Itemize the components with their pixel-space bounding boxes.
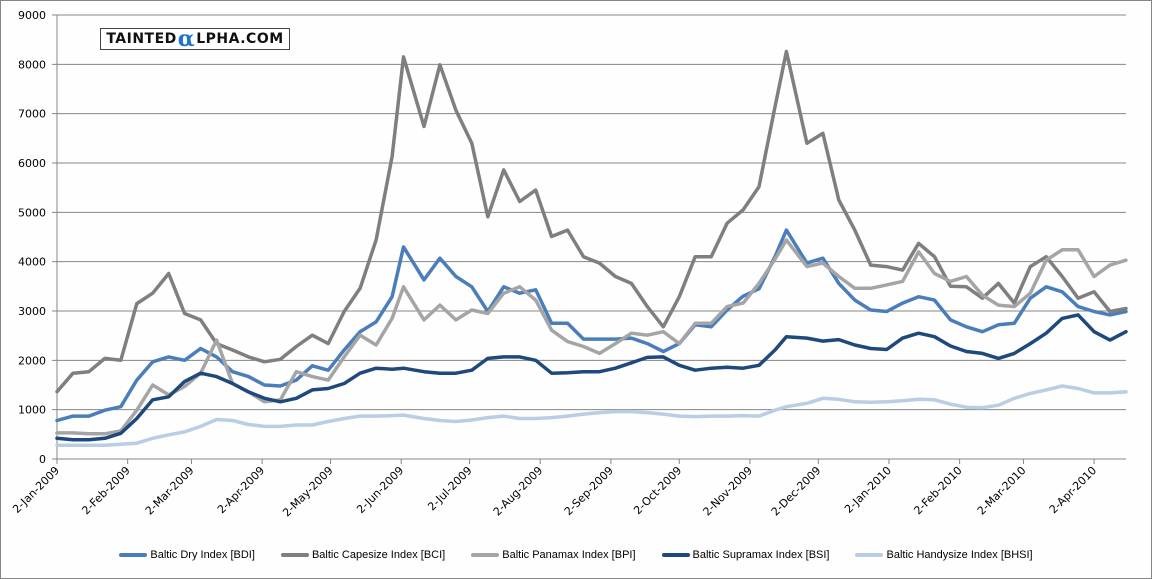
watermark-prefix: TAINTED <box>106 31 177 47</box>
legend-item: Baltic Capesize Index [BCI] <box>280 549 446 561</box>
x-tick-label: 2-Feb-2009 <box>79 464 132 517</box>
legend-item: Baltic Panamax Index [BPI] <box>471 549 636 561</box>
y-tick-label: 3000 <box>18 305 46 318</box>
x-tick-label: 2-Dec-2009 <box>769 464 824 519</box>
y-tick-label: 8000 <box>18 58 46 71</box>
y-tick-label: 9000 <box>18 9 46 22</box>
legend-item: Baltic Supramax Index [BSI] <box>661 549 830 561</box>
legend-swatch <box>119 553 148 557</box>
legend-item: Baltic Handysize Index [BHSI] <box>855 549 1033 561</box>
x-tick-label: 2-Mar-2009 <box>143 464 197 518</box>
x-tick-label: 2-Jan-2009 <box>10 464 62 516</box>
x-tick-label: 2-Mar-2010 <box>975 464 1029 518</box>
x-tick-label: 2-Sep-2009 <box>562 464 616 518</box>
y-tick-label: 5000 <box>18 206 46 219</box>
x-tick-label: 2-Apr-2010 <box>1047 464 1099 516</box>
legend-item: Baltic Dry Index [BDI] <box>119 549 255 561</box>
legend-label: Baltic Dry Index [BDI] <box>150 549 255 561</box>
x-tick-label: 2-Aug-2009 <box>491 464 546 519</box>
y-tick-label: 2000 <box>18 354 46 367</box>
x-tick-label: 2-Oct-2009 <box>631 464 684 517</box>
x-tick-label: 2-Feb-2010 <box>911 464 964 517</box>
x-tick-label: 2-Nov-2009 <box>701 464 756 519</box>
watermark-logo: TAINTED α LPHA.COM <box>100 28 290 50</box>
watermark-suffix: LPHA.COM <box>196 31 284 47</box>
series-line-3 <box>55 238 1128 436</box>
legend-swatch <box>471 553 500 557</box>
legend-label: Baltic Supramax Index [BSI] <box>692 549 830 561</box>
x-tick-label: 2-Apr-2009 <box>215 464 267 516</box>
watermark-alpha: α <box>177 26 196 52</box>
legend-label: Baltic Handysize Index [BHSI] <box>886 549 1033 561</box>
x-tick-label: 2-Jun-2009 <box>354 464 406 516</box>
legend: Baltic Dry Index [BDI] Baltic Capesize In… <box>0 549 1152 561</box>
y-tick-label: 7000 <box>18 108 46 121</box>
x-tick-label: 2-Jul-2009 <box>425 464 474 513</box>
legend-swatch <box>855 553 884 557</box>
series-line-1 <box>55 228 1128 423</box>
series-line-4 <box>55 313 1128 442</box>
y-tick-label: 1000 <box>18 404 46 417</box>
x-tick-label: 2-Jan-2010 <box>842 464 894 516</box>
legend-swatch <box>661 553 690 557</box>
legend-label: Baltic Capesize Index [BCI] <box>311 549 446 561</box>
x-tick-label: 2-May-2009 <box>280 464 335 519</box>
legend-swatch <box>280 553 309 557</box>
legend-label: Baltic Panamax Index [BPI] <box>502 549 636 561</box>
series-line-5 <box>55 384 1128 447</box>
y-tick-label: 0 <box>39 453 46 466</box>
y-tick-label: 6000 <box>18 157 46 170</box>
y-tick-label: 4000 <box>18 256 46 269</box>
